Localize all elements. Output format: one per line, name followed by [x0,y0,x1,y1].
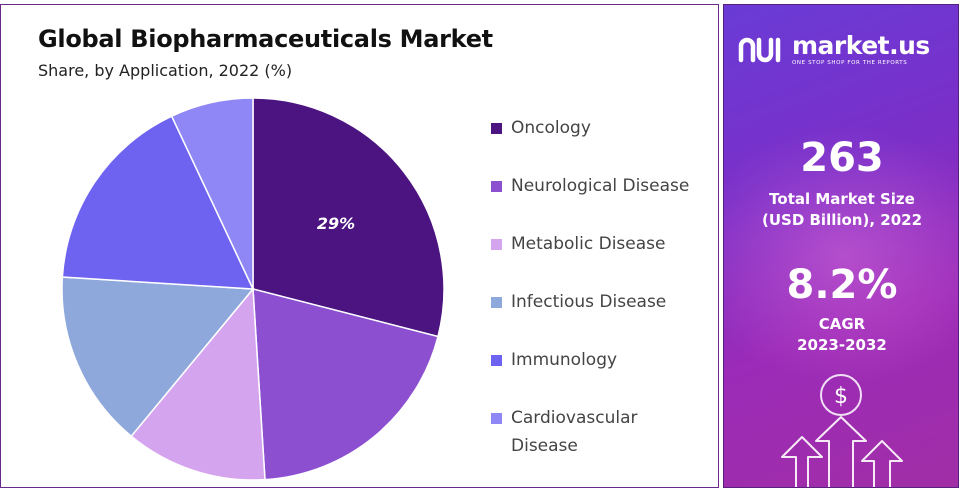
legend-swatch [491,413,502,424]
pie-slice-neurological-disease [252,288,439,481]
brand-tagline: ONE STOP SHOP FOR THE REPORTS [792,60,908,66]
legend-label: Metabolic Disease [511,234,666,254]
legend-swatch [491,297,502,308]
pie-slice-oncology [252,97,445,338]
cagr-value: 8.2% [786,262,898,308]
legend-label: Neurological Disease [511,176,690,196]
legend-swatch [491,181,502,192]
background-glow [724,125,958,385]
brand: market.us ONE STOP SHOP FOR THE REPORTS [738,33,930,67]
brand-name: market.us [792,31,930,60]
pie-chart: 29% [61,97,445,481]
legend-item-neurological-disease: Neurological Disease [491,175,701,200]
chart-subtitle: Share, by Application, 2022 (%) [38,61,293,80]
market-size-label-line1: Total Market Size [769,190,915,208]
cagr-label-line2: 2023-2032 [797,336,887,354]
legend-item-oncology: Oncology [491,117,701,142]
legend-swatch [491,239,502,250]
pie-slice-infectious-disease [61,276,255,438]
market-us-logo-icon [738,37,781,63]
pie-slice-metabolic-disease [130,287,266,481]
legend-label: Cardiovascular Disease [511,408,638,456]
legend-item-cardiovascular-disease: Cardiovascular Disease [491,407,661,460]
chart-panel: Global Biopharmaceuticals Market Share, … [0,4,719,488]
cagr-label-line1: CAGR [818,315,866,333]
legend-item-immunology: Immunology [491,349,701,374]
market-size-value: 263 [800,135,884,181]
chart-title: Global Biopharmaceuticals Market [38,25,493,53]
market-size-label-line2: (USD Billion), 2022 [761,211,923,229]
legend-label: Oncology [511,118,591,138]
dollar-symbol: $ [834,384,848,409]
stats-sidebar: market.us ONE STOP SHOP FOR THE REPORTS … [723,4,959,488]
legend-item-metabolic-disease: Metabolic Disease [491,233,701,258]
legend-swatch [491,123,502,134]
pie-slice-immunology [61,115,255,290]
pie-data-label: 29% [317,214,355,233]
legend-item-infectious-disease: Infectious Disease [491,291,701,316]
pie-slice-cardiovascular-disease [170,97,254,290]
legend-swatch [491,355,502,366]
dollar-growth-arrows-icon: $ [781,374,903,487]
legend-label: Immunology [511,350,618,370]
legend-label: Infectious Disease [511,292,667,312]
